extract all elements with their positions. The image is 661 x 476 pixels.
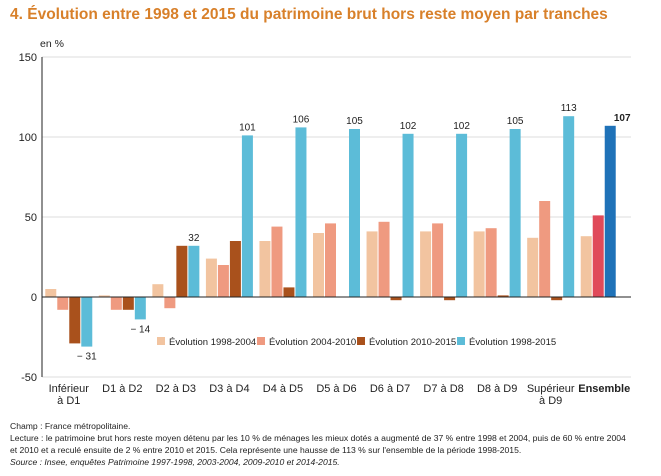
legend-swatch — [257, 337, 265, 345]
legend-label: Évolution 1998-2004 — [169, 337, 256, 348]
bar — [205, 258, 217, 297]
bar — [432, 223, 444, 297]
data-label: 113 — [561, 103, 577, 114]
bar — [188, 245, 200, 297]
bar — [98, 295, 110, 297]
data-label: 102 — [400, 121, 417, 132]
bar — [366, 231, 378, 297]
bar — [349, 129, 360, 297]
legend-swatch — [457, 337, 465, 345]
bar — [283, 287, 295, 297]
bar — [444, 297, 456, 301]
bar — [81, 297, 93, 347]
x-tick-label: D3 à D4 — [209, 383, 249, 395]
bar — [241, 135, 253, 297]
lecture-note-line-2: et 2010 et a reculé ensuite de 2 % entre… — [10, 445, 522, 455]
legend-label: Évolution 1998-2015 — [469, 337, 556, 348]
bar — [527, 237, 539, 297]
data-label: 106 — [293, 114, 310, 125]
x-tick-label: D6 à D7 — [370, 383, 410, 395]
bar — [259, 241, 271, 297]
bar — [497, 295, 509, 297]
x-tick-label: D2 à D3 — [156, 383, 196, 395]
y-tick-label: 50 — [25, 212, 37, 224]
bar — [551, 297, 563, 301]
bar — [592, 215, 604, 297]
bar — [325, 223, 336, 297]
bar — [45, 289, 57, 297]
bar — [176, 245, 188, 297]
bar — [69, 297, 81, 344]
source-note: Source : Insee, enquêtes Patrimoine 1997… — [10, 457, 340, 467]
bar — [378, 221, 390, 297]
data-label: 32 — [188, 233, 200, 244]
x-tick-label: Supérieur — [527, 383, 575, 395]
bar — [456, 133, 468, 297]
chart-notes: Champ : France métropolitaine. Lecture :… — [10, 420, 655, 468]
bar — [604, 125, 616, 297]
bar — [313, 233, 324, 297]
bar — [563, 116, 575, 297]
data-label: − 14 — [130, 324, 150, 335]
bar — [110, 297, 122, 310]
bar — [57, 297, 69, 310]
legend-label: Évolution 2010-2015 — [369, 337, 456, 348]
x-tick-label: D4 à D5 — [263, 383, 303, 395]
bar — [420, 231, 432, 297]
bar — [509, 129, 521, 297]
y-tick-label: -50 — [21, 372, 37, 384]
bar — [164, 297, 176, 309]
data-label: 102 — [453, 121, 470, 132]
bar — [473, 231, 485, 297]
bar — [539, 201, 551, 297]
legend-swatch — [357, 337, 365, 345]
x-tick-label: à D1 — [57, 395, 80, 407]
bar — [402, 133, 414, 297]
y-tick-label: 0 — [31, 292, 37, 304]
data-label: 105 — [346, 116, 363, 127]
data-label: 101 — [239, 122, 256, 133]
lecture-note-line-1: Lecture : le patrimoine brut hors reste … — [10, 433, 626, 443]
champ-note: Champ : France métropolitaine. — [10, 421, 131, 431]
x-tick-label: D8 à D9 — [477, 383, 517, 395]
y-tick-label: 150 — [19, 52, 37, 64]
bar — [152, 284, 164, 297]
x-tick-label: Inférieur — [49, 383, 90, 395]
bar — [134, 297, 146, 320]
bar — [217, 265, 229, 297]
chart-title: 4. Évolution entre 1998 et 2015 du patri… — [10, 6, 608, 23]
x-tick-label: à D9 — [539, 395, 562, 407]
y-tick-label: 100 — [19, 132, 37, 144]
data-label: 105 — [507, 116, 524, 127]
y-axis-label: en % — [40, 38, 64, 50]
x-tick-label: Ensemble — [578, 383, 630, 395]
bar — [485, 228, 497, 297]
bar — [271, 226, 283, 297]
bar — [390, 297, 402, 301]
legend-swatch — [157, 337, 165, 345]
bar — [580, 236, 592, 297]
x-tick-label: D5 à D6 — [316, 383, 356, 395]
bar — [122, 297, 134, 310]
x-tick-label: D7 à D8 — [423, 383, 463, 395]
x-tick-label: D1 à D2 — [102, 383, 142, 395]
legend-label: Évolution 2004-2010 — [269, 337, 356, 348]
data-label: − 31 — [77, 352, 97, 363]
data-label: 107 — [614, 113, 631, 124]
bar — [229, 241, 241, 297]
bar — [295, 127, 307, 298]
